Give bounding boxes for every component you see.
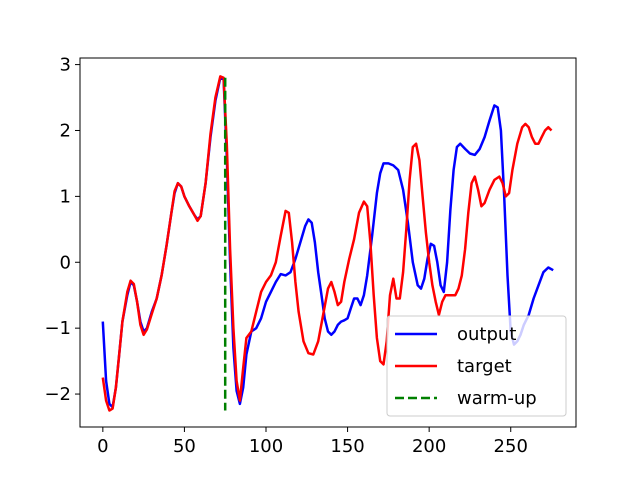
legend-label-warm-up: warm-up — [457, 388, 537, 409]
y-tick-label: 3 — [60, 55, 71, 76]
y-tick-label: 0 — [60, 252, 71, 273]
legend-box — [386, 315, 567, 417]
x-tick-label: 250 — [494, 436, 528, 457]
legend: output target warm-up — [386, 315, 567, 417]
y-tick-label: −2 — [44, 384, 71, 405]
y-axis: −2 −1 0 1 2 3 — [44, 55, 80, 405]
x-tick-label: 50 — [173, 436, 196, 457]
legend-label-output: output — [457, 324, 516, 345]
legend-label-target: target — [457, 356, 512, 377]
x-tick-label: 200 — [412, 436, 446, 457]
x-tick-label: 100 — [249, 436, 283, 457]
y-tick-label: −1 — [44, 318, 71, 339]
y-tick-label: 2 — [60, 120, 71, 141]
plot-area — [101, 75, 554, 412]
axes-frame — [79, 57, 577, 428]
x-tick-label: 0 — [97, 436, 108, 457]
series-line-target — [101, 75, 553, 412]
x-axis: 0 50 100 150 200 250 — [97, 427, 528, 457]
x-tick-label: 150 — [330, 436, 364, 457]
y-tick-label: 1 — [60, 186, 71, 207]
